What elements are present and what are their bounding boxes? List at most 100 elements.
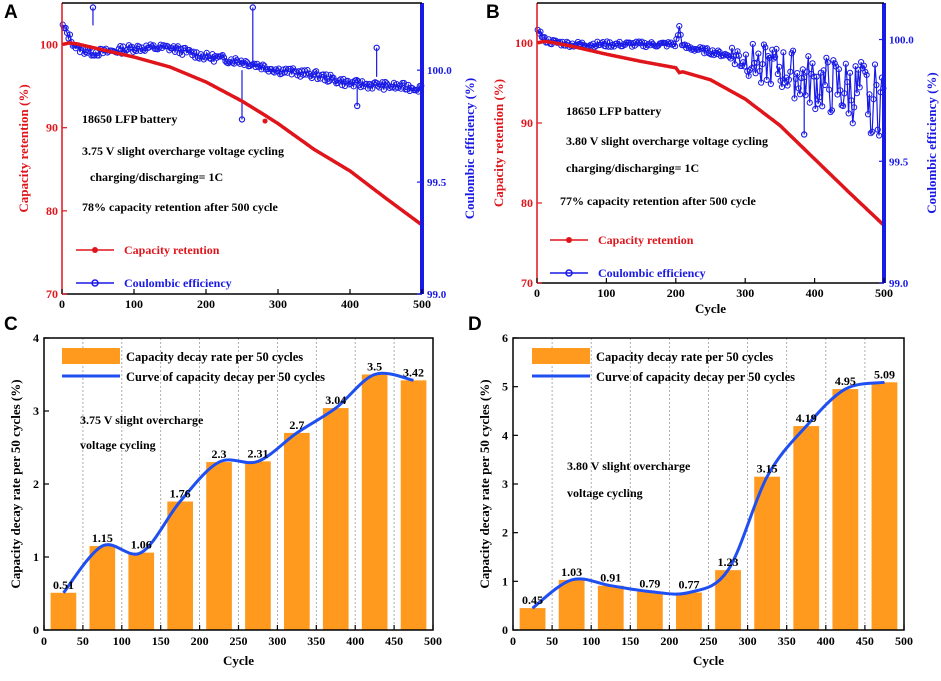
coulombic-efficiency-point [203,49,210,56]
y-tick-label: 1 [502,574,508,588]
coulombic-efficiency-point [177,45,184,52]
coulombic-efficiency-outlier [89,4,97,11]
coulombic-efficiency-point [681,41,688,48]
x-tick-label: 200 [197,297,215,311]
y-axis-title: Capacity decay rate per 50 cycles (%) [477,379,492,588]
coulombic-efficiency-point [867,130,874,137]
panel-a: A 0 100 200 300 400 500 70 80 90 100 99.0 99.5 100.0 C… [4,2,477,311]
panel-letter: A [4,2,18,23]
bar [597,585,624,630]
bar [400,380,427,630]
x-tick-label: 400 [806,286,824,300]
coulombic-efficiency-point [357,84,364,91]
annotation: charging/discharging= 1C [566,161,699,175]
legend-marker-coulombic [91,279,99,287]
coulombic-efficiency-point [780,49,787,56]
coulombic-efficiency-point [866,91,873,98]
coulombic-efficiency-point [746,66,754,73]
panel-d: D 0.45 1.03 0.91 0.79 0.77 1.23 3.15 4.19 4.95 5.0… [468,314,913,668]
x-tick-label: 400 [341,297,359,311]
annotation: 3.80 V slight overcharge [567,459,691,473]
bar [50,592,77,630]
y-left-tick-label: 80 [46,204,58,218]
coulombic-efficiency-point [848,97,855,104]
annotation: 18650 LFP battery [566,104,661,118]
coulombic-efficiency-point [640,43,647,50]
coulombic-efficiency-point [173,44,180,51]
capacity-retention-line [62,41,424,227]
y-left-tick-label: 90 [521,116,533,130]
coulombic-efficiency-point [379,79,386,86]
coulombic-efficiency-point [863,71,870,79]
coulombic-efficiency-point [677,31,684,38]
bar-value-label: 0.45 [522,593,543,607]
coulombic-efficiency-point [314,75,321,83]
x-axis-title: Cycle [695,301,726,316]
panel-letter: D [468,314,482,335]
coulombic-efficiency-outlier [373,44,380,51]
coulombic-efficiency-point [835,66,842,73]
y-tick-label: 3 [502,477,508,491]
coulombic-efficiency-point [320,71,327,78]
legend-label-capacity: Capacity retention [598,233,694,247]
coulombic-efficiency-point [733,52,740,59]
coulombic-efficiency-point [758,79,765,86]
x-tick-label: 500 [895,634,913,648]
x-tick-label: 100 [113,634,131,648]
y-tick-label: 3 [33,404,39,418]
bar [361,374,388,630]
coulombic-efficiency-point [728,44,736,51]
legend-marker-capacity [92,247,98,253]
coulombic-efficiency-point [370,80,377,87]
y-left-tick-label: 100 [515,36,533,50]
x-tick-label: 500 [875,286,893,300]
coulombic-efficiency-point [321,77,328,84]
coulombic-efficiency-point [873,81,880,89]
coulombic-efficiency-point [749,40,756,48]
coulombic-efficiency-point [845,110,852,117]
bar [284,432,310,630]
x-tick-label: 300 [739,634,757,648]
coulombic-efficiency-point [856,84,863,91]
coulombic-efficiency-point [225,60,232,67]
coulombic-efficiency-point [715,47,722,54]
coulombic-efficiency-point [776,63,783,70]
coulombic-efficiency-point [810,73,818,80]
bar-value-label: 4.19 [796,411,817,425]
annotation: 78% capacity retention after 500 cycle [82,200,279,214]
coulombic-efficiency-point [137,47,144,55]
coulombic-efficiency-point [251,60,258,67]
coulombic-efficiency-point [301,67,308,74]
legend-label-coulombic: Coulombic efficiency [124,276,232,290]
coulombic-efficiency-outlier [249,4,256,11]
x-tick-label: 500 [413,297,431,311]
annotation: voltage cycling [80,438,156,452]
y-left-axis-title: Capacity retention (%) [491,79,506,207]
y-tick-label: 4 [33,331,39,345]
x-tick-label: 50 [77,634,89,648]
bar [832,389,859,630]
x-axis-title: Cycle [223,653,254,668]
bar-value-label: 1.06 [131,538,152,552]
coulombic-efficiency-point [763,76,770,83]
bar-value-label: 2.7 [289,418,304,432]
coulombic-efficiency-point [672,43,679,50]
coulombic-efficiency-point [855,66,862,73]
bar-value-label: 3.42 [403,365,424,379]
coulombic-efficiency-point [742,51,749,58]
coulombic-efficiency-point [731,61,738,68]
coulombic-efficiency-point [154,46,161,53]
coulombic-efficiency-point [773,45,780,53]
annotation: voltage cycling [567,486,643,500]
coulombic-efficiency-point [740,59,747,66]
coulombic-efficiency-point [295,68,302,75]
coulombic-efficiency-point [699,44,706,51]
coulombic-efficiency-point [628,43,636,50]
coulombic-efficiency-point [837,87,844,94]
coulombic-efficiency-point [386,84,393,92]
legend-label-curve: Curve of capacity decay per 50 cycles [596,370,795,384]
coulombic-efficiency-point [819,103,826,110]
bar [676,592,702,630]
x-tick-label: 100 [597,286,615,300]
